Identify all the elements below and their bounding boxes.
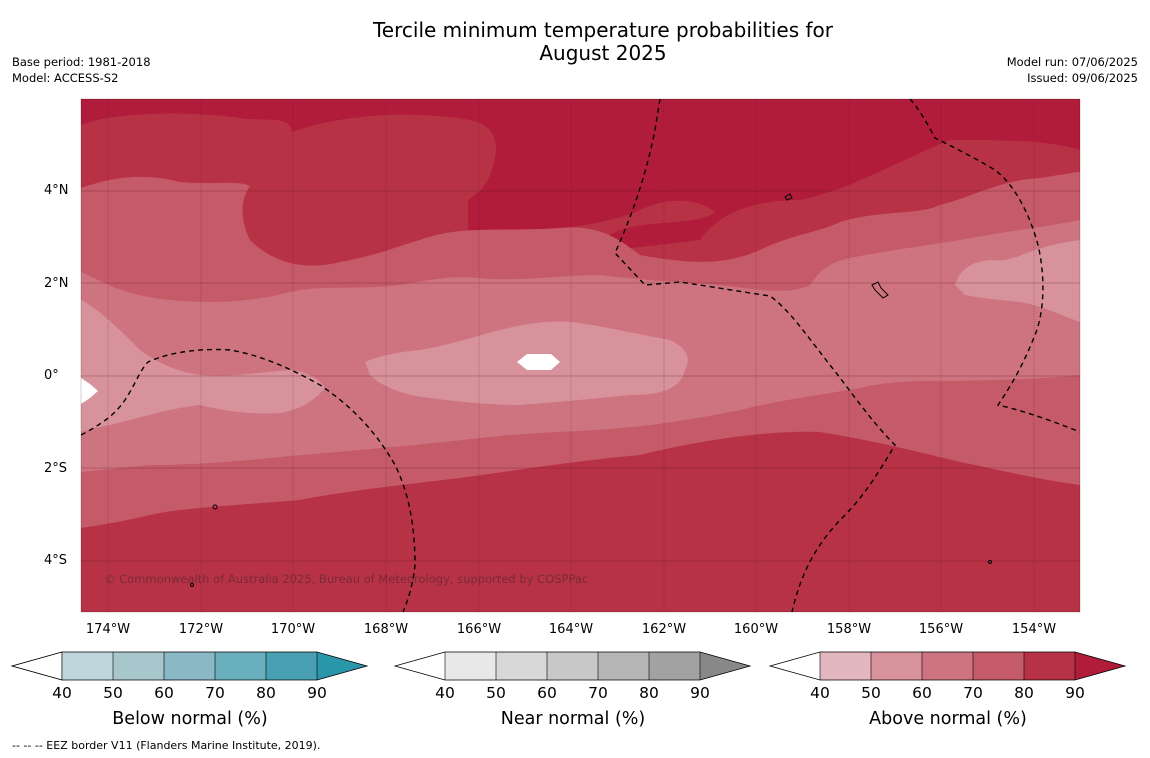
lat-label-4s: 4°S — [44, 553, 68, 568]
cbar-below-swatch-6 — [317, 652, 367, 680]
cbar-below-tick: 40 — [52, 684, 72, 702]
lon-label-170w: 170°W — [270, 622, 316, 637]
cbar-above-swatch-2 — [871, 652, 922, 680]
cbar-above-tick: 40 — [810, 684, 830, 702]
lon-label-158w: 158°W — [826, 622, 872, 637]
contour-layer — [81, 99, 1080, 612]
eez-footnote: -- -- -- EEZ border V11 (Flanders Marine… — [12, 739, 321, 752]
cbar-above-swatch-1 — [820, 652, 871, 680]
cbar-near-title: Near normal (%) — [500, 709, 646, 729]
lat-label-2s: 2°S — [44, 461, 68, 476]
colorbar-above-normal — [768, 651, 1127, 681]
base-period-label: Base period: 1981-2018 — [12, 55, 151, 69]
lat-label-2n: 2°N — [44, 276, 69, 291]
eez-borders — [81, 99, 1080, 612]
cbar-below-swatch-2 — [113, 652, 164, 680]
cbar-below-title: Below normal (%) — [112, 709, 268, 729]
cbar-above-swatch-6 — [1075, 652, 1125, 680]
lon-label-174w: 174°W — [85, 622, 131, 637]
cbar-near-tick: 60 — [537, 684, 557, 702]
lat-label-0: 0° — [44, 368, 59, 383]
cbar-near-tick: 40 — [435, 684, 455, 702]
cbar-above-tick: 70 — [963, 684, 983, 702]
lon-label-160w: 160°W — [733, 622, 779, 637]
cbar-near-tick: 80 — [639, 684, 659, 702]
map-title: Tercile minimum temperature probabilitie… — [0, 19, 1150, 65]
model-label: Model: ACCESS-S2 — [12, 71, 119, 85]
lon-label-172w: 172°W — [178, 622, 224, 637]
cbar-above-tick: 60 — [912, 684, 932, 702]
lon-label-164w: 164°W — [548, 622, 594, 637]
cbar-below-swatch-5 — [266, 652, 317, 680]
cbar-above-swatch-5 — [1024, 652, 1075, 680]
cbar-above-tick: 80 — [1014, 684, 1034, 702]
meta-left: Base period: 1981-2018 Model: ACCESS-S2 — [12, 54, 151, 86]
lon-label-162w: 162°W — [641, 622, 687, 637]
band-80-north — [81, 113, 292, 148]
cbar-above-swatch-0 — [770, 652, 820, 680]
lon-label-156w: 156°W — [918, 622, 964, 637]
cbar-above-swatch-3 — [922, 652, 973, 680]
meta-right: Model run: 07/06/2025 Issued: 09/06/2025 — [1007, 54, 1138, 86]
cbar-below-swatch-3 — [164, 652, 215, 680]
colorbar-below-normal — [10, 651, 369, 681]
cbar-above-title: Above normal (%) — [869, 709, 1027, 729]
band-40-west — [81, 378, 98, 404]
cbar-below-tick: 80 — [256, 684, 276, 702]
cbar-below-tick: 50 — [103, 684, 123, 702]
cbar-below-tick: 90 — [307, 684, 327, 702]
cbar-near-swatch-2 — [496, 652, 547, 680]
lon-label-168w: 168°W — [363, 622, 409, 637]
map-title-line1: Tercile minimum temperature probabilitie… — [372, 18, 834, 42]
lon-label-154w: 154°W — [1011, 622, 1057, 637]
band-40-center — [517, 354, 560, 370]
cbar-above-swatch-4 — [973, 652, 1024, 680]
band-50-east — [955, 240, 1080, 322]
cbar-near-swatch-4 — [598, 652, 649, 680]
cbar-near-swatch-0 — [395, 652, 445, 680]
cbar-below-swatch-0 — [10, 651, 63, 681]
cbar-near-tick: 50 — [486, 684, 506, 702]
cbar-near-swatch-5 — [649, 652, 700, 680]
map-title-line2: August 2025 — [539, 41, 667, 65]
cbar-below-tick: 60 — [154, 684, 174, 702]
lon-label-166w: 166°W — [456, 622, 502, 637]
cbar-near-tick: 70 — [588, 684, 608, 702]
copyright-notice: © Commonwealth of Australia 2025, Bureau… — [104, 572, 589, 586]
gridlines — [81, 99, 1080, 612]
cbar-near-swatch-3 — [547, 652, 598, 680]
colorbar-near-normal — [393, 651, 752, 681]
cbar-below-tick: 70 — [205, 684, 225, 702]
model-run-label: Model run: 07/06/2025 — [1006, 55, 1138, 69]
lat-label-4n: 4°N — [44, 183, 69, 198]
band-50 — [81, 300, 325, 432]
cbar-near-swatch-6 — [700, 652, 750, 680]
cbar-below-swatch-4 — [215, 652, 266, 680]
issued-label: Issued: 09/06/2025 — [1027, 71, 1138, 85]
cbar-above-tick: 50 — [861, 684, 881, 702]
cbar-below-swatch-1 — [62, 652, 113, 680]
cbar-above-tick: 90 — [1065, 684, 1085, 702]
islands — [190, 193, 992, 587]
cbar-near-swatch-1 — [445, 652, 496, 680]
cbar-near-tick: 90 — [690, 684, 710, 702]
